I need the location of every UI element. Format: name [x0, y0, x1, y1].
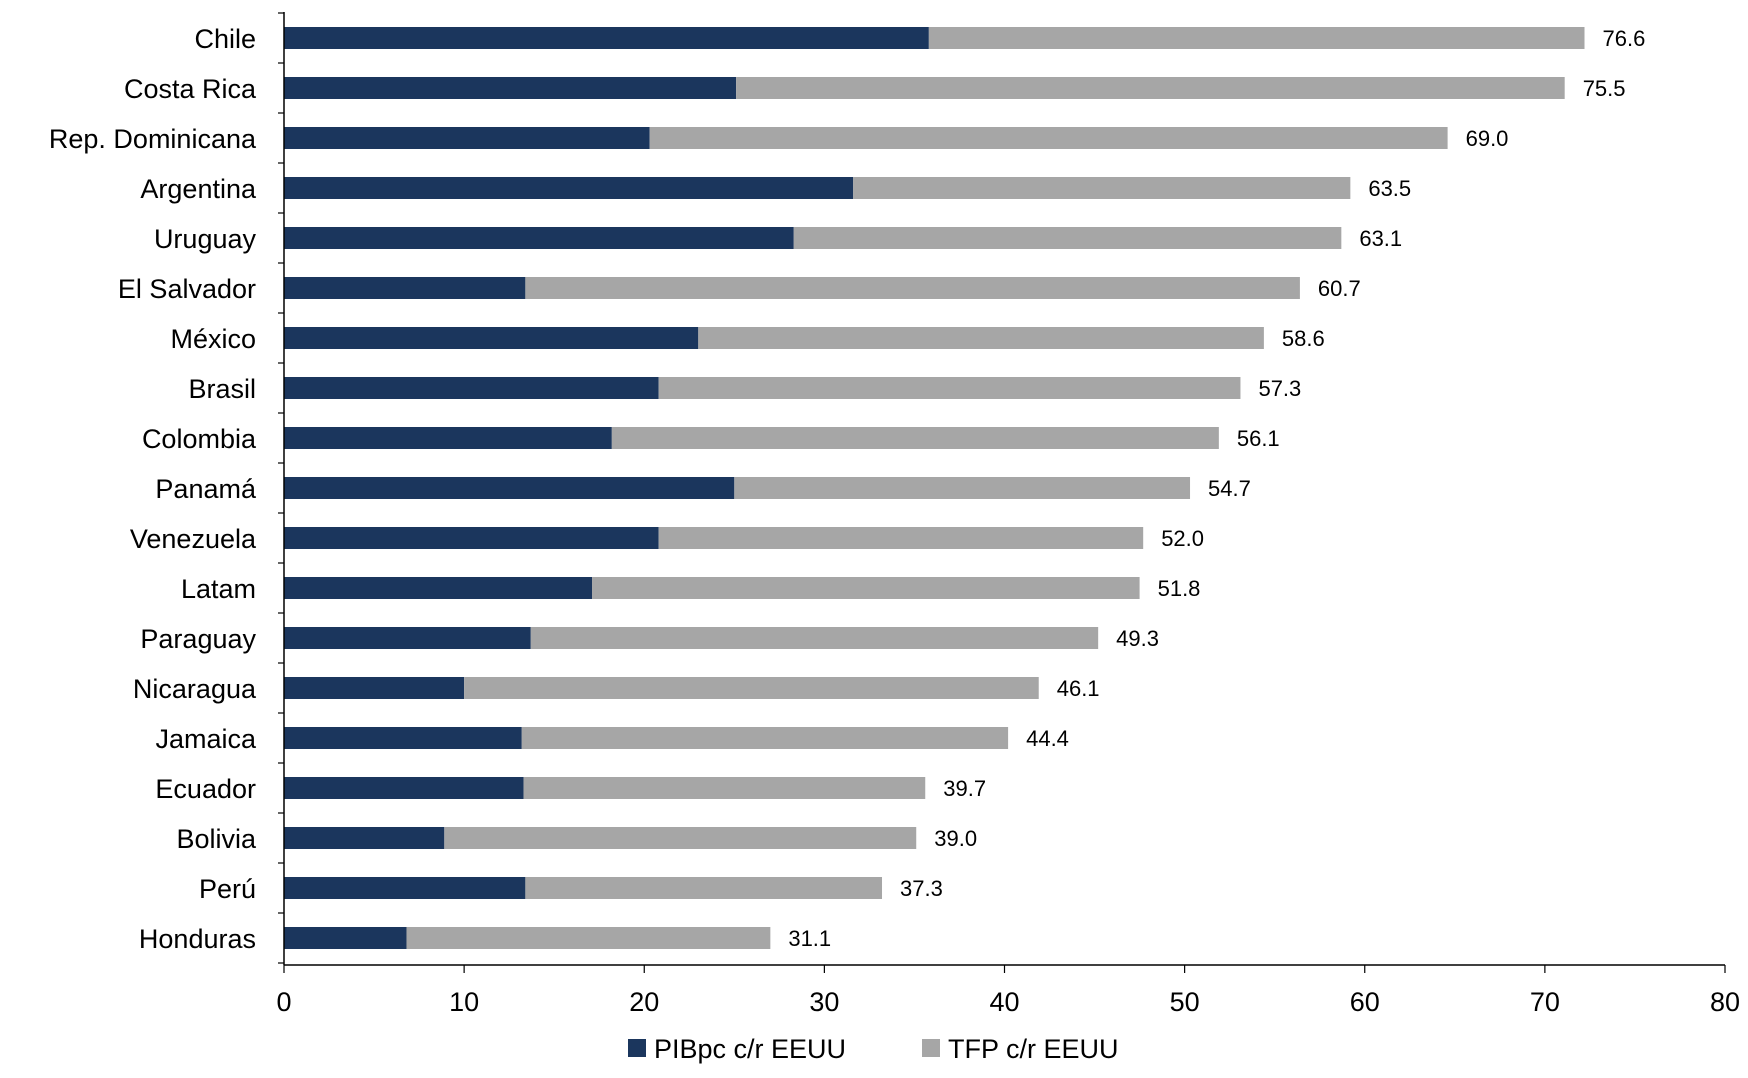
- bar-segment-tfp: [444, 827, 917, 849]
- category-label: Perú: [199, 874, 256, 904]
- category-label: Colombia: [142, 424, 257, 454]
- bar-segment-tfp: [658, 527, 1144, 549]
- bar-segment-pibpc: [284, 377, 659, 399]
- category-label: Costa Rica: [124, 74, 257, 104]
- x-tick-label: 80: [1710, 987, 1740, 1017]
- bar-segment-pibpc: [284, 677, 465, 699]
- bar-segment-tfp: [525, 277, 1300, 299]
- category-label: Jamaica: [155, 724, 257, 754]
- bar-segment-pibpc: [284, 277, 526, 299]
- category-label: Chile: [194, 24, 256, 54]
- category-label: Honduras: [139, 924, 256, 954]
- data-label: 56.1: [1237, 426, 1280, 451]
- x-tick-label: 70: [1530, 987, 1560, 1017]
- bar-segment-tfp: [525, 877, 883, 899]
- data-label: 51.8: [1158, 576, 1201, 601]
- bar-segment-pibpc: [284, 527, 659, 549]
- bar-segment-pibpc: [284, 27, 929, 49]
- data-label: 75.5: [1583, 76, 1626, 101]
- data-label: 39.0: [934, 826, 977, 851]
- bar-segment-pibpc: [284, 877, 526, 899]
- bar-segment-tfp: [736, 77, 1565, 99]
- data-label: 31.1: [788, 926, 831, 951]
- bar-segment-tfp: [698, 327, 1264, 349]
- x-tick-label: 10: [449, 987, 479, 1017]
- x-tick-label: 60: [1350, 987, 1380, 1017]
- bar-segment-pibpc: [284, 777, 524, 799]
- bar-segment-tfp: [734, 477, 1191, 499]
- data-labels: 76.6 75.5 69.0 63.5 63.1 60.7 58.6 57.3 56.1 54.7…: [788, 26, 1645, 951]
- category-label: Argentina: [140, 174, 257, 204]
- data-label: 63.5: [1368, 176, 1411, 201]
- data-label: 76.6: [1603, 26, 1646, 51]
- data-label: 63.1: [1359, 226, 1402, 251]
- bar-segment-pibpc: [284, 577, 593, 599]
- data-label: 54.7: [1208, 476, 1251, 501]
- legend-label: PIBpc c/r EEUU: [654, 1034, 846, 1064]
- data-label: 49.3: [1116, 626, 1159, 651]
- category-labels: Chile Costa Rica Rep. Dominicana Argentina U…: [49, 24, 257, 954]
- category-label: El Salvador: [118, 274, 256, 304]
- legend: PIBpc c/r EEUU TFP c/r EEUU: [628, 1034, 1119, 1064]
- data-label: 58.6: [1282, 326, 1325, 351]
- legend-swatch-pibpc: [628, 1039, 646, 1057]
- bar-segment-tfp: [611, 427, 1219, 449]
- bar-segment-tfp: [592, 577, 1140, 599]
- data-label: 69.0: [1466, 126, 1509, 151]
- x-tick-label: 30: [809, 987, 839, 1017]
- bar-segment-pibpc: [284, 727, 522, 749]
- bar-segment-pibpc: [284, 227, 794, 249]
- bar-segment-pibpc: [284, 177, 854, 199]
- category-label: Latam: [181, 574, 256, 604]
- bar-segment-tfp: [523, 777, 926, 799]
- bar-segment-pibpc: [284, 77, 737, 99]
- bar-segment-pibpc: [284, 127, 650, 149]
- x-tick-label: 0: [276, 987, 291, 1017]
- category-label: Uruguay: [154, 224, 257, 254]
- axes-group: 0 10 20 30 40 50 60 70 80: [276, 12, 1740, 1017]
- bar-segment-pibpc: [284, 327, 699, 349]
- bar-segment-tfp: [464, 677, 1039, 699]
- data-label: 37.3: [900, 876, 943, 901]
- category-label: Rep. Dominicana: [49, 124, 257, 154]
- data-label: 52.0: [1161, 526, 1204, 551]
- bar-segment-tfp: [521, 727, 1009, 749]
- bar-segment-pibpc: [284, 827, 445, 849]
- bar-segment-pibpc: [284, 927, 407, 949]
- data-label: 46.1: [1057, 676, 1100, 701]
- data-label: 44.4: [1026, 726, 1069, 751]
- bar-segment-tfp: [793, 227, 1342, 249]
- bar-segment-tfp: [530, 627, 1099, 649]
- bar-segment-pibpc: [284, 627, 531, 649]
- category-label: Paraguay: [140, 624, 256, 654]
- bar-segment-tfp: [658, 377, 1241, 399]
- x-tick-label: 40: [989, 987, 1019, 1017]
- legend-label: TFP c/r EEUU: [948, 1034, 1119, 1064]
- bar-segment-tfp: [406, 927, 771, 949]
- bar-segment-pibpc: [284, 477, 735, 499]
- x-tick-label: 50: [1170, 987, 1200, 1017]
- legend-swatch-tfp: [922, 1039, 940, 1057]
- data-label: 57.3: [1258, 376, 1301, 401]
- x-tick-label: 20: [629, 987, 659, 1017]
- data-label: 39.7: [943, 776, 986, 801]
- category-label: Brasil: [188, 374, 256, 404]
- category-label: Venezuela: [130, 524, 257, 554]
- category-label: México: [170, 324, 256, 354]
- category-label: Ecuador: [155, 774, 256, 804]
- category-label: Bolivia: [176, 824, 257, 854]
- category-label: Nicaragua: [133, 674, 257, 704]
- bar-segment-tfp: [649, 127, 1448, 149]
- bar-segment-tfp: [928, 27, 1585, 49]
- category-label: Panamá: [155, 474, 257, 504]
- bar-segment-pibpc: [284, 427, 612, 449]
- data-label: 60.7: [1318, 276, 1361, 301]
- bar-segment-tfp: [853, 177, 1351, 199]
- bars-group: [284, 27, 1585, 949]
